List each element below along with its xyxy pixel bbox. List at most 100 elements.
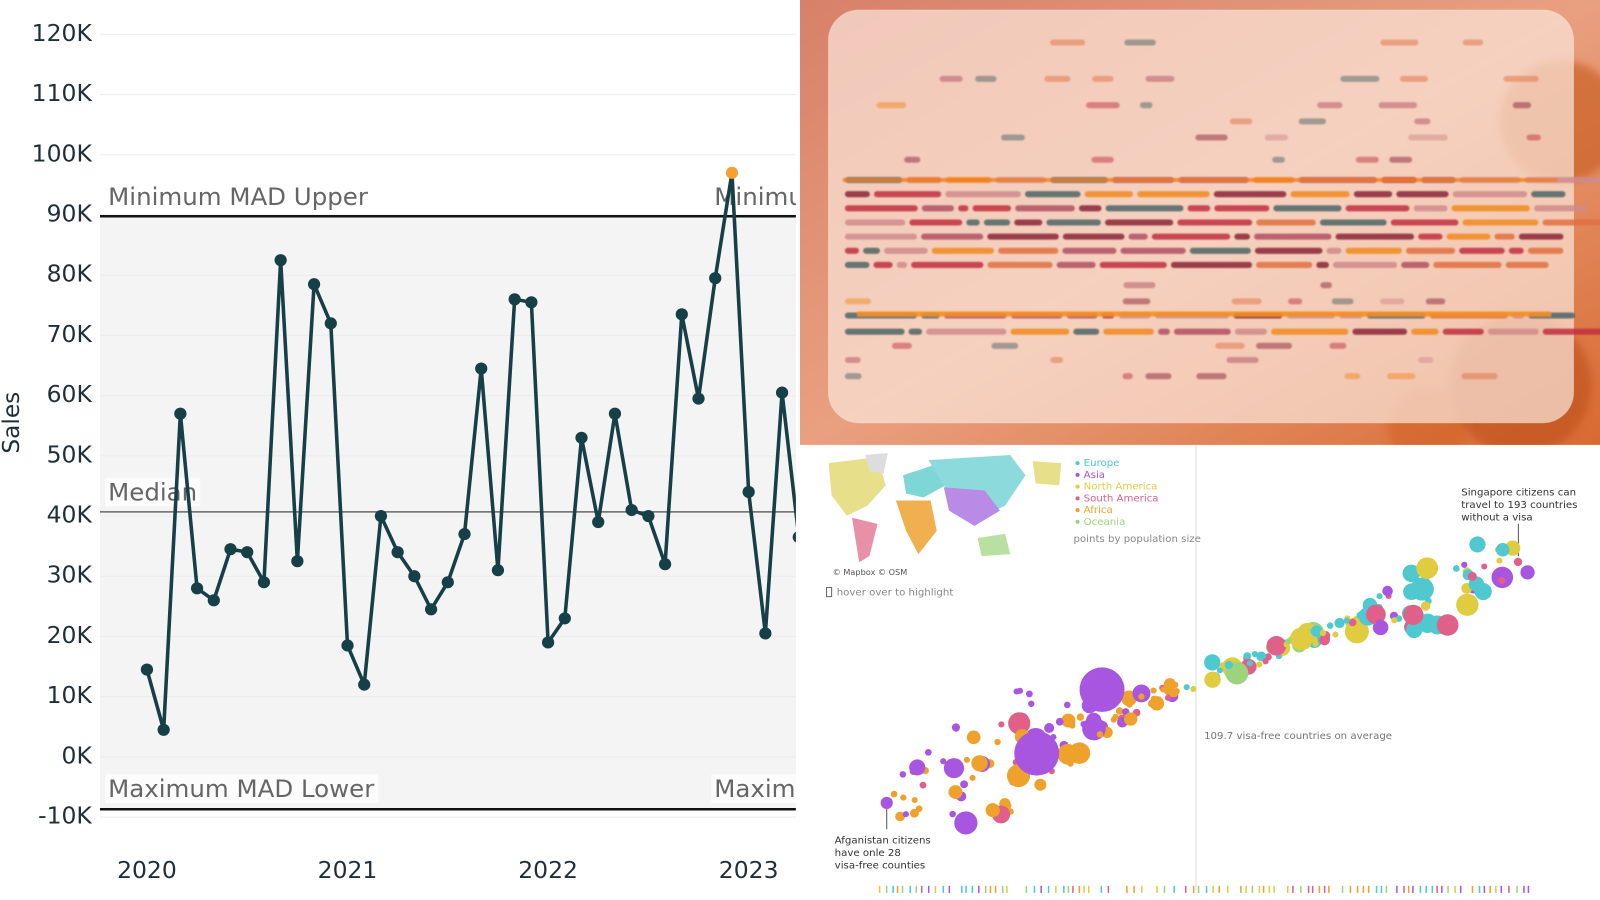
- country-bubble: [1311, 637, 1318, 644]
- map-north-america: [828, 457, 886, 516]
- country-bubble: [1150, 687, 1157, 694]
- text-smudge: [1396, 191, 1449, 198]
- text-smudge: [1086, 102, 1120, 109]
- text-smudge: [1145, 373, 1172, 380]
- text-smudge: [1332, 261, 1398, 268]
- y-axis-title: Sales: [0, 392, 25, 454]
- text-smudge: [1512, 102, 1532, 109]
- data-point: [592, 515, 605, 529]
- text-smudge: [1078, 205, 1102, 212]
- text-smudge: [908, 328, 923, 335]
- text-smudge: [1001, 134, 1025, 141]
- data-point: [575, 431, 588, 444]
- text-smudge: [1195, 134, 1228, 141]
- text-smudge: [1104, 219, 1174, 226]
- country-bubble: [1285, 638, 1292, 645]
- text-smudge: [1145, 75, 1175, 82]
- country-bubble: [909, 759, 926, 776]
- data-point: [775, 386, 789, 399]
- y-tick-label: 30K: [47, 561, 93, 589]
- data-point: [759, 627, 772, 640]
- data-point: [608, 407, 622, 420]
- country-bubble: [949, 810, 956, 818]
- annotation: Afganistan citizens: [835, 835, 931, 846]
- text-smudge: [844, 298, 871, 305]
- text-smudge: [844, 373, 862, 380]
- text-smudge: [1518, 233, 1564, 240]
- country-bubble: [943, 758, 965, 779]
- country-bubble: [966, 730, 981, 745]
- country-bubble: [1216, 667, 1223, 674]
- text-smudge: [1254, 233, 1332, 240]
- text-smudge: [1128, 233, 1148, 240]
- y-tick-label: 70K: [47, 320, 93, 348]
- country-bubble: [1256, 661, 1263, 668]
- legend-note: points by population size: [1073, 534, 1200, 545]
- text-smudge: [1122, 298, 1151, 305]
- sales-line: [145, 171, 796, 732]
- data-point: [174, 407, 187, 420]
- text-smudge: [911, 261, 984, 268]
- data-point: [742, 485, 755, 499]
- data-point: [558, 612, 571, 625]
- text-smudge: [1433, 261, 1502, 268]
- data-point: [508, 293, 521, 306]
- country-bubble: [1495, 543, 1510, 557]
- text-smudge: [909, 219, 963, 226]
- country-bubbles: [880, 536, 1535, 835]
- text-smudge: [1170, 261, 1253, 268]
- data-point: [307, 278, 321, 291]
- text-smudge: [1215, 342, 1245, 349]
- country-bubble: [1375, 619, 1384, 627]
- country-bubble: [1469, 536, 1486, 553]
- text-smudge: [1015, 205, 1075, 212]
- country-bubble: [1304, 630, 1311, 637]
- country-bubble: [1467, 571, 1477, 581]
- data-point: [140, 663, 154, 676]
- country-bubble: [1057, 743, 1079, 765]
- country-bubble: [1290, 627, 1313, 651]
- text-smudge: [945, 191, 1021, 198]
- country-bubble: [1034, 778, 1047, 791]
- country-bubble: [1251, 650, 1258, 658]
- text-smudge: [1288, 298, 1303, 305]
- country-bubble: [1110, 716, 1117, 723]
- text-smudge: [987, 261, 1053, 268]
- country-bubble: [1326, 622, 1334, 629]
- text-smudge: [1091, 156, 1114, 163]
- data-point: [358, 678, 371, 691]
- data-point: [241, 546, 254, 559]
- text-smudge: [1226, 356, 1259, 364]
- data-point: [642, 509, 655, 523]
- text-smudge: [983, 219, 1011, 226]
- country-bubble: [1160, 686, 1167, 693]
- text-smudge: [1408, 134, 1448, 141]
- text-smudge: [844, 328, 905, 335]
- text-smudge: [1389, 156, 1413, 163]
- text-smudge: [1271, 328, 1349, 335]
- reference-label: Maximum MAD Lower: [108, 774, 375, 803]
- data-point: [190, 582, 204, 595]
- text-smudge: [844, 191, 870, 198]
- text-smudge: [1234, 233, 1250, 240]
- text-smudge: [1425, 298, 1446, 305]
- text-smudge: [1487, 328, 1539, 335]
- country-bubble: [1079, 667, 1125, 712]
- country-bubble: [1065, 716, 1072, 724]
- country-bubble: [1496, 557, 1503, 564]
- text-smudge: [1256, 342, 1293, 349]
- data-point: [257, 576, 271, 589]
- text-smudge: [1010, 328, 1070, 335]
- country-bubble: [1204, 654, 1221, 671]
- data-point: [408, 570, 421, 583]
- text-smudge: [1044, 75, 1071, 82]
- text-smudge: [1187, 205, 1211, 212]
- text-smudge: [1319, 219, 1387, 226]
- country-bubble: [1243, 652, 1251, 660]
- text-smudge: [1014, 219, 1043, 226]
- text-smudge: [966, 219, 980, 226]
- data-point: [274, 254, 287, 267]
- y-tick-label: 40K: [47, 501, 93, 529]
- text-smudge: [904, 156, 921, 163]
